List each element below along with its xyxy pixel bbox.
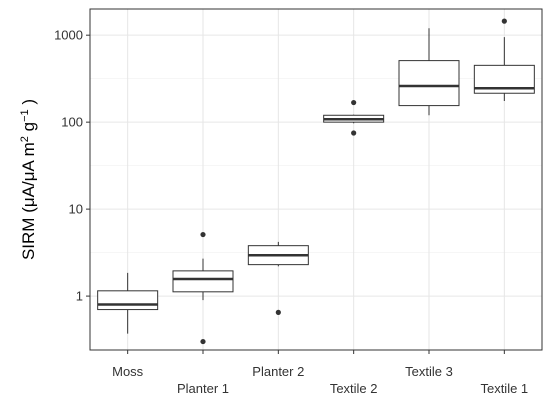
outlier-point [200,231,206,238]
y-tick-label: 10 [69,202,83,217]
box-iqr [97,290,159,311]
x-axis: Moss Planter 1 Planter 2 Textile 2 Textile 3… [112,350,528,396]
box-planter-2 [247,241,309,315]
outlier-point [351,99,357,106]
y-axis-title: SIRM (μA/μA m2 g−1 ) [19,99,38,260]
box-textile-3 [398,28,460,116]
y-axis-title-end: ) [19,99,38,109]
box-iqr [172,270,234,293]
y-axis-title-main: SIRM (μA/μA m [19,142,38,260]
y-axis-title-sup-1: 2 [19,136,31,142]
outlier-point [275,309,281,315]
grid-minor [90,78,542,253]
box-planter-1 [172,231,234,345]
outlier-point [200,338,206,345]
box-textile-2 [323,99,385,136]
y-axis: 1 10 100 1000 [54,28,90,304]
x-tick-label: Planter 2 [252,364,304,379]
outlier-point [501,18,507,24]
x-tick-label: Textile 3 [405,364,453,379]
y-tick-label: 1000 [54,28,83,43]
x-tick-label: Moss [112,364,144,379]
panel-border [89,8,543,351]
y-axis-title-sup-2: −1 [19,109,31,122]
box-moss [97,272,159,334]
x-tick-label: Textile 1 [480,381,528,396]
y-tick-label: 100 [61,115,83,130]
x-tick-label: Textile 2 [330,381,378,396]
box-iqr [398,60,460,107]
grid-major [90,9,542,350]
y-tick-label: 1 [76,289,83,304]
outlier-point [351,130,357,136]
boxes [97,18,535,345]
x-tick-label: Planter 1 [177,381,229,396]
box-textile-1 [473,18,535,102]
y-axis-title-mid: g [19,122,38,136]
